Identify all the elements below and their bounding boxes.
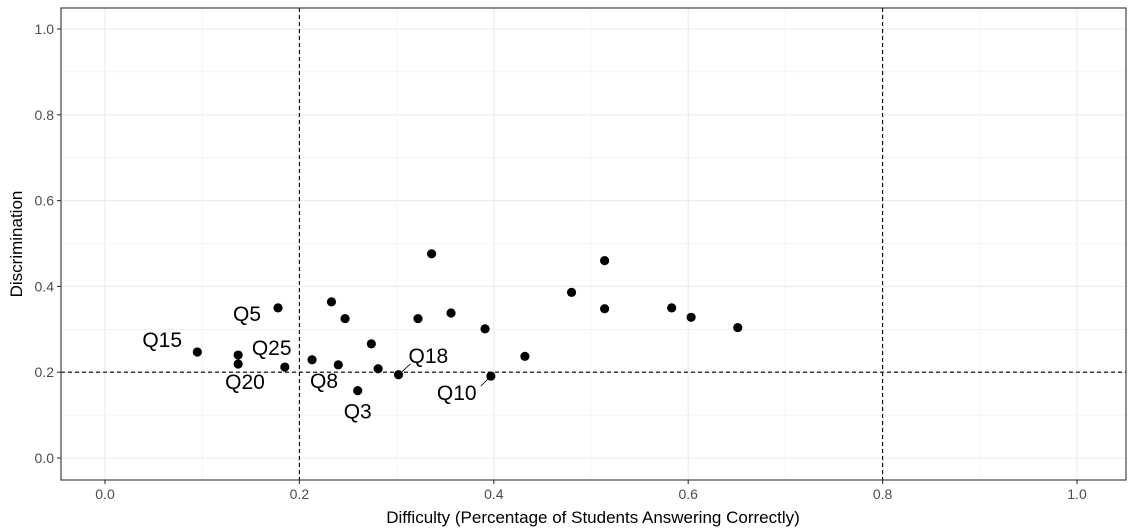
point-label-q5: Q5 xyxy=(233,303,261,326)
point-label-q3: Q3 xyxy=(344,401,372,424)
panel-border xyxy=(60,7,1127,481)
x-tick-label: 0.6 xyxy=(678,486,698,502)
y-tick-label: 0.4 xyxy=(35,278,55,294)
data-point xyxy=(733,322,743,333)
data-point xyxy=(426,249,437,259)
data-point xyxy=(233,350,243,360)
point-label-q20: Q20 xyxy=(225,371,265,394)
data-point xyxy=(600,304,610,314)
data-point xyxy=(373,364,383,374)
data-point xyxy=(233,359,243,369)
data-point xyxy=(566,287,577,298)
point-label-q8: Q8 xyxy=(310,370,338,393)
data-point xyxy=(307,355,317,365)
point-label-q15: Q15 xyxy=(142,329,182,352)
y-tick-label: 0.0 xyxy=(35,450,55,466)
data-point xyxy=(333,360,343,370)
data-point xyxy=(340,313,350,324)
x-tick-label: 0.2 xyxy=(290,486,310,502)
y-tick-label: 0.2 xyxy=(35,364,55,380)
data-point xyxy=(366,339,376,349)
panel-background xyxy=(61,8,1126,480)
data-point xyxy=(520,351,530,361)
y-tick-label: 0.8 xyxy=(35,107,55,123)
data-point xyxy=(192,347,202,357)
point-labels: Q15 Q20 Q5 Q25 Q8 Q3 Q18 Q10 xyxy=(142,303,476,424)
data-point xyxy=(393,370,404,380)
x-tick-label: 1.0 xyxy=(1067,486,1087,502)
data-point xyxy=(326,297,337,307)
x-axis-ticks: 0.0 0.2 0.4 0.6 0.8 1.0 xyxy=(95,480,1087,502)
data-point xyxy=(353,386,363,396)
x-axis-title: Difficulty (Percentage of Students Answe… xyxy=(386,508,800,527)
data-point xyxy=(280,362,290,372)
x-tick-label: 0.8 xyxy=(873,486,893,502)
point-label-q10: Q10 xyxy=(437,382,477,405)
data-points xyxy=(192,249,743,396)
data-point xyxy=(446,308,456,318)
data-point xyxy=(600,256,610,266)
y-axis-title: Discrimination xyxy=(7,191,26,298)
data-point xyxy=(667,303,677,313)
data-point xyxy=(480,324,490,334)
point-label-q25: Q25 xyxy=(252,337,292,360)
data-point xyxy=(273,303,283,313)
y-tick-label: 0.6 xyxy=(35,193,55,209)
data-point xyxy=(413,313,423,324)
x-tick-label: 0.4 xyxy=(484,486,504,502)
data-point xyxy=(486,371,496,381)
y-axis-ticks: 0.0 0.2 0.4 0.6 0.8 1.0 xyxy=(35,21,61,466)
point-label-q18: Q18 xyxy=(409,345,449,368)
data-point xyxy=(686,312,696,322)
x-tick-label: 0.0 xyxy=(95,486,115,502)
reference-lines xyxy=(61,8,1126,480)
y-tick-label: 1.0 xyxy=(35,21,55,37)
